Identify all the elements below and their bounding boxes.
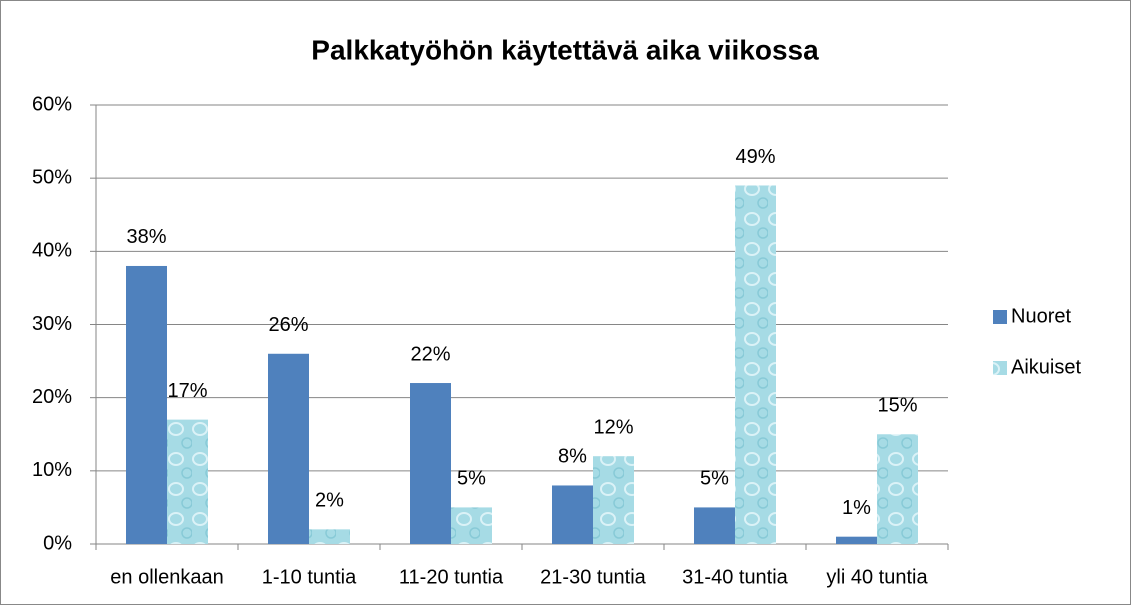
bar xyxy=(552,485,593,544)
x-tick-label: 21-30 tuntia xyxy=(540,566,647,588)
value-label: 17% xyxy=(167,380,207,402)
bar xyxy=(410,383,451,544)
legend-swatch xyxy=(993,361,1007,375)
value-label: 38% xyxy=(126,226,166,248)
value-label: 1% xyxy=(842,497,871,519)
y-tick-label: 10% xyxy=(32,459,72,481)
legend-label: Nuoret xyxy=(1011,305,1071,327)
bar xyxy=(877,434,918,544)
value-label: 12% xyxy=(593,416,633,438)
y-tick-label: 50% xyxy=(32,166,72,188)
x-tick-label: 11-20 tuntia xyxy=(399,566,504,588)
value-label: 8% xyxy=(558,446,587,468)
value-label: 22% xyxy=(410,343,450,365)
y-tick-label: 0% xyxy=(43,532,72,554)
bar xyxy=(268,353,309,544)
y-tick-label: 40% xyxy=(32,240,72,262)
chart-title: Palkkatyöhön käytettävä aika viikossa xyxy=(311,34,819,65)
y-tick-label: 60% xyxy=(32,93,72,115)
value-label: 5% xyxy=(457,468,486,490)
bar xyxy=(836,536,877,544)
bar xyxy=(309,529,350,544)
legend-swatch xyxy=(993,310,1007,324)
y-tick-label: 20% xyxy=(32,386,72,408)
bar xyxy=(694,507,735,544)
x-tick-label: en ollenkaan xyxy=(110,566,223,588)
bar xyxy=(167,419,208,544)
x-tick-label: 31-40 tuntia xyxy=(682,566,789,588)
x-tick-label: yli 40 tuntia xyxy=(826,566,928,588)
legend-label: Aikuiset xyxy=(1011,356,1081,378)
x-tick-label: 1-10 tuntia xyxy=(262,566,357,588)
value-label: 2% xyxy=(315,490,344,512)
value-label: 26% xyxy=(268,314,308,336)
bar xyxy=(735,185,776,544)
value-label: 15% xyxy=(877,395,917,417)
bar xyxy=(593,456,634,544)
bar xyxy=(126,265,167,544)
bar xyxy=(451,507,492,544)
value-label: 49% xyxy=(735,146,775,168)
value-label: 5% xyxy=(700,468,729,490)
y-tick-label: 30% xyxy=(32,313,72,335)
